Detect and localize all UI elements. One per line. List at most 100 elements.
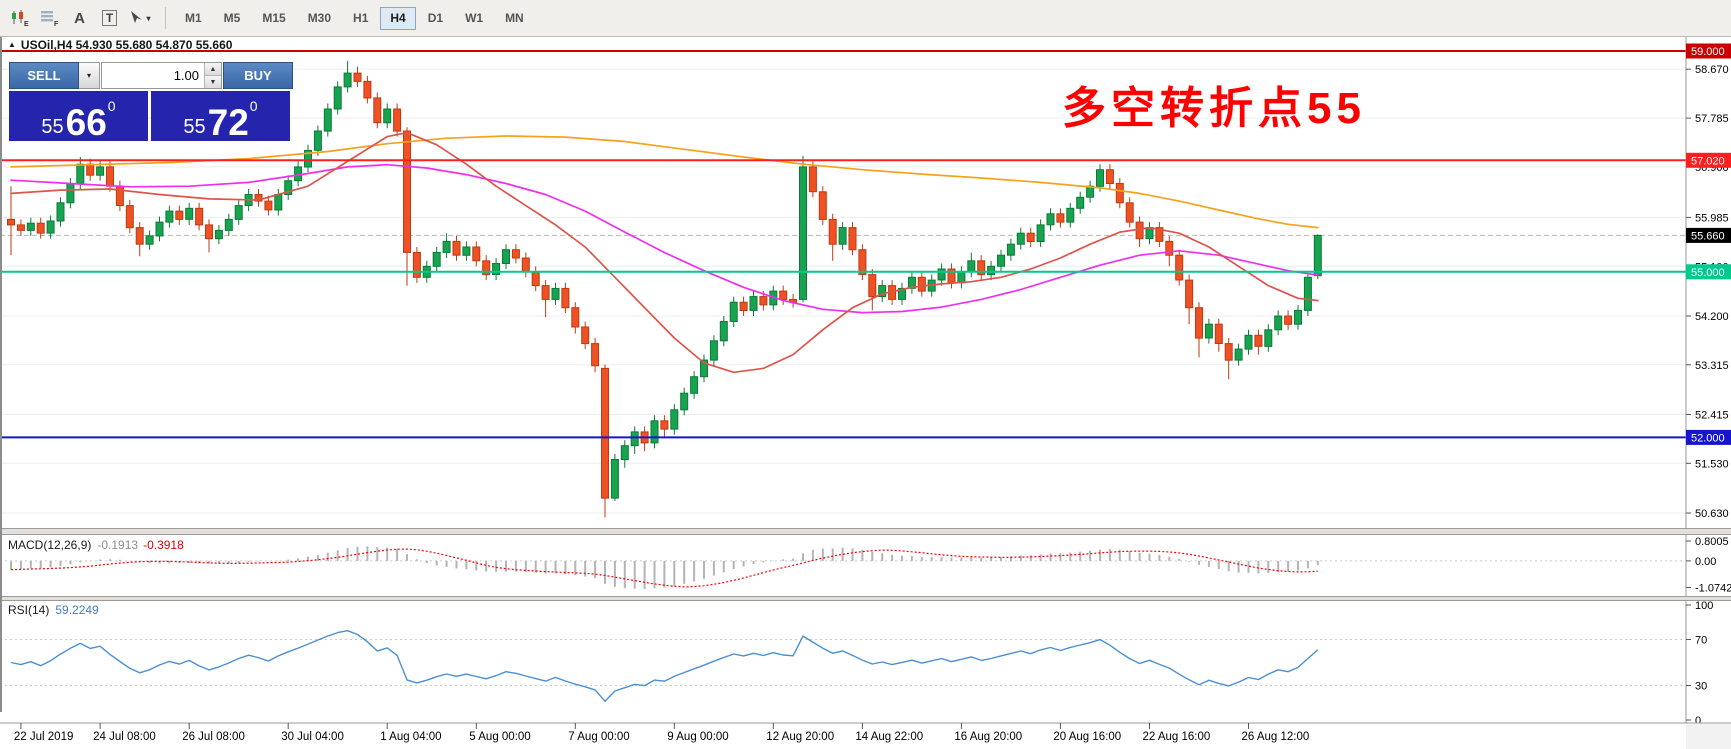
candle — [56, 197, 65, 227]
candle — [1284, 310, 1293, 330]
candle — [1036, 219, 1045, 247]
candle — [1016, 227, 1025, 250]
price-axis-label: 50.630 — [1695, 508, 1729, 520]
indicator-list-icon[interactable]: F — [36, 5, 63, 31]
candle — [1274, 310, 1283, 336]
buy-button[interactable]: BUY — [223, 62, 293, 89]
candle — [333, 81, 342, 115]
time-axis-label: 16 Aug 20:00 — [954, 731, 1022, 743]
candle — [729, 296, 738, 327]
expert-advisor-chart-icon[interactable]: E — [6, 5, 33, 31]
candle — [898, 282, 906, 305]
rsi-value: 59.2249 — [55, 603, 99, 617]
candle — [16, 219, 25, 236]
candle — [403, 127, 411, 286]
volume-value[interactable]: 1.00 — [173, 68, 199, 83]
volume-decrease-button[interactable]: ▼ — [205, 75, 221, 88]
candle — [601, 364, 609, 518]
candle — [323, 103, 332, 137]
volume-increase-button[interactable]: ▲ — [205, 63, 221, 75]
candle — [1175, 249, 1184, 286]
candle — [36, 217, 45, 239]
volume-dropdown-button[interactable]: ▾ — [79, 62, 100, 89]
text-label-tool-button[interactable]: A — [74, 9, 85, 27]
drawing-tools-button[interactable]: ▾ — [126, 5, 153, 31]
ask-price-integer: 55 — [183, 116, 206, 138]
price-label-box-text: 55.000 — [1691, 267, 1725, 279]
sell-button[interactable]: SELL — [9, 62, 79, 89]
svg-text:E: E — [24, 21, 29, 27]
panel-splitter[interactable] — [0, 528, 1731, 535]
time-axis-label: 26 Aug 12:00 — [1242, 731, 1310, 743]
macd-axis-label: 0.8005 — [1695, 536, 1729, 548]
timeframe-button-h4[interactable]: H4 — [380, 6, 416, 30]
candle — [343, 60, 352, 93]
bid-price-integer: 55 — [41, 116, 64, 138]
price-label-box — [1686, 43, 1731, 59]
ask-price-display[interactable]: 55 72 0 — [151, 91, 290, 141]
candle — [848, 222, 857, 256]
timeframe-button-m15[interactable]: M15 — [252, 7, 295, 30]
candle — [482, 255, 491, 281]
candle — [1046, 208, 1055, 231]
candle — [1224, 338, 1233, 380]
candle — [917, 271, 926, 297]
ma-medium-line — [10, 163, 1319, 314]
candle — [561, 282, 570, 314]
price-axis-label: 54.200 — [1695, 311, 1729, 323]
candle — [511, 244, 520, 264]
timeframe-button-d1[interactable]: D1 — [418, 7, 453, 30]
timeframe-button-m5[interactable]: M5 — [214, 7, 251, 30]
timeframe-button-h1[interactable]: H1 — [343, 7, 378, 30]
candle — [304, 144, 312, 173]
candle — [1303, 274, 1312, 316]
rsi-indicator-label: RSI(14) 59.2249 — [8, 603, 99, 617]
ma-fast-line — [10, 131, 1319, 374]
rsi-axis-label: 100 — [1695, 600, 1713, 612]
time-axis-label: 12 Aug 20:00 — [766, 731, 834, 743]
candle — [838, 222, 847, 250]
timeframe-button-m1[interactable]: M1 — [175, 7, 212, 30]
volume-field[interactable]: 1.00 ▲ ▼ — [101, 62, 222, 89]
candle — [205, 219, 213, 253]
candle — [858, 244, 867, 281]
candle — [195, 202, 204, 231]
toolbar-separator — [165, 7, 166, 29]
candle — [46, 215, 55, 239]
bid-price-pips: 66 — [65, 101, 107, 143]
candle — [541, 280, 550, 318]
candle — [353, 66, 362, 87]
time-axis-label: 30 Jul 04:00 — [281, 731, 344, 743]
chart-title: ▲ USOil,H4 54.930 55.680 54.870 55.660 — [8, 38, 232, 52]
candle — [1125, 197, 1134, 228]
chevron-down-icon: ▾ — [146, 13, 151, 23]
rsi-axis-label: 70 — [1695, 635, 1707, 647]
timeframe-button-w1[interactable]: W1 — [455, 7, 493, 30]
chart-title-text: USOil,H4 54.930 55.680 54.870 55.660 — [20, 38, 233, 52]
candle — [630, 426, 639, 454]
candle — [313, 125, 322, 156]
candle — [779, 285, 788, 305]
rsi-name: RSI(14) — [8, 603, 50, 617]
time-axis-label: 26 Jul 08:00 — [182, 731, 245, 743]
candle — [1214, 318, 1223, 352]
price-axis-label: 52.415 — [1695, 409, 1729, 421]
timeframe-button-mn[interactable]: MN — [495, 7, 534, 30]
bid-price-point: 0 — [107, 98, 116, 114]
price-axis-label: 55.985 — [1695, 212, 1729, 224]
timeframe-button-m30[interactable]: M30 — [298, 7, 341, 30]
candle — [165, 205, 174, 228]
rsi-axis-label: 30 — [1695, 681, 1707, 693]
bid-price-display[interactable]: 55 66 0 — [9, 91, 148, 141]
candle — [937, 263, 946, 286]
candle — [818, 186, 827, 225]
price-scale[interactable] — [1686, 37, 1731, 723]
candle — [492, 258, 501, 281]
candle — [502, 244, 510, 269]
text-box-tool-button[interactable]: T — [96, 5, 123, 31]
candle — [620, 440, 629, 468]
price-label-box-text: 59.000 — [1691, 46, 1725, 58]
candle — [234, 200, 243, 225]
candle — [383, 103, 392, 129]
panel-splitter[interactable] — [0, 596, 1731, 601]
